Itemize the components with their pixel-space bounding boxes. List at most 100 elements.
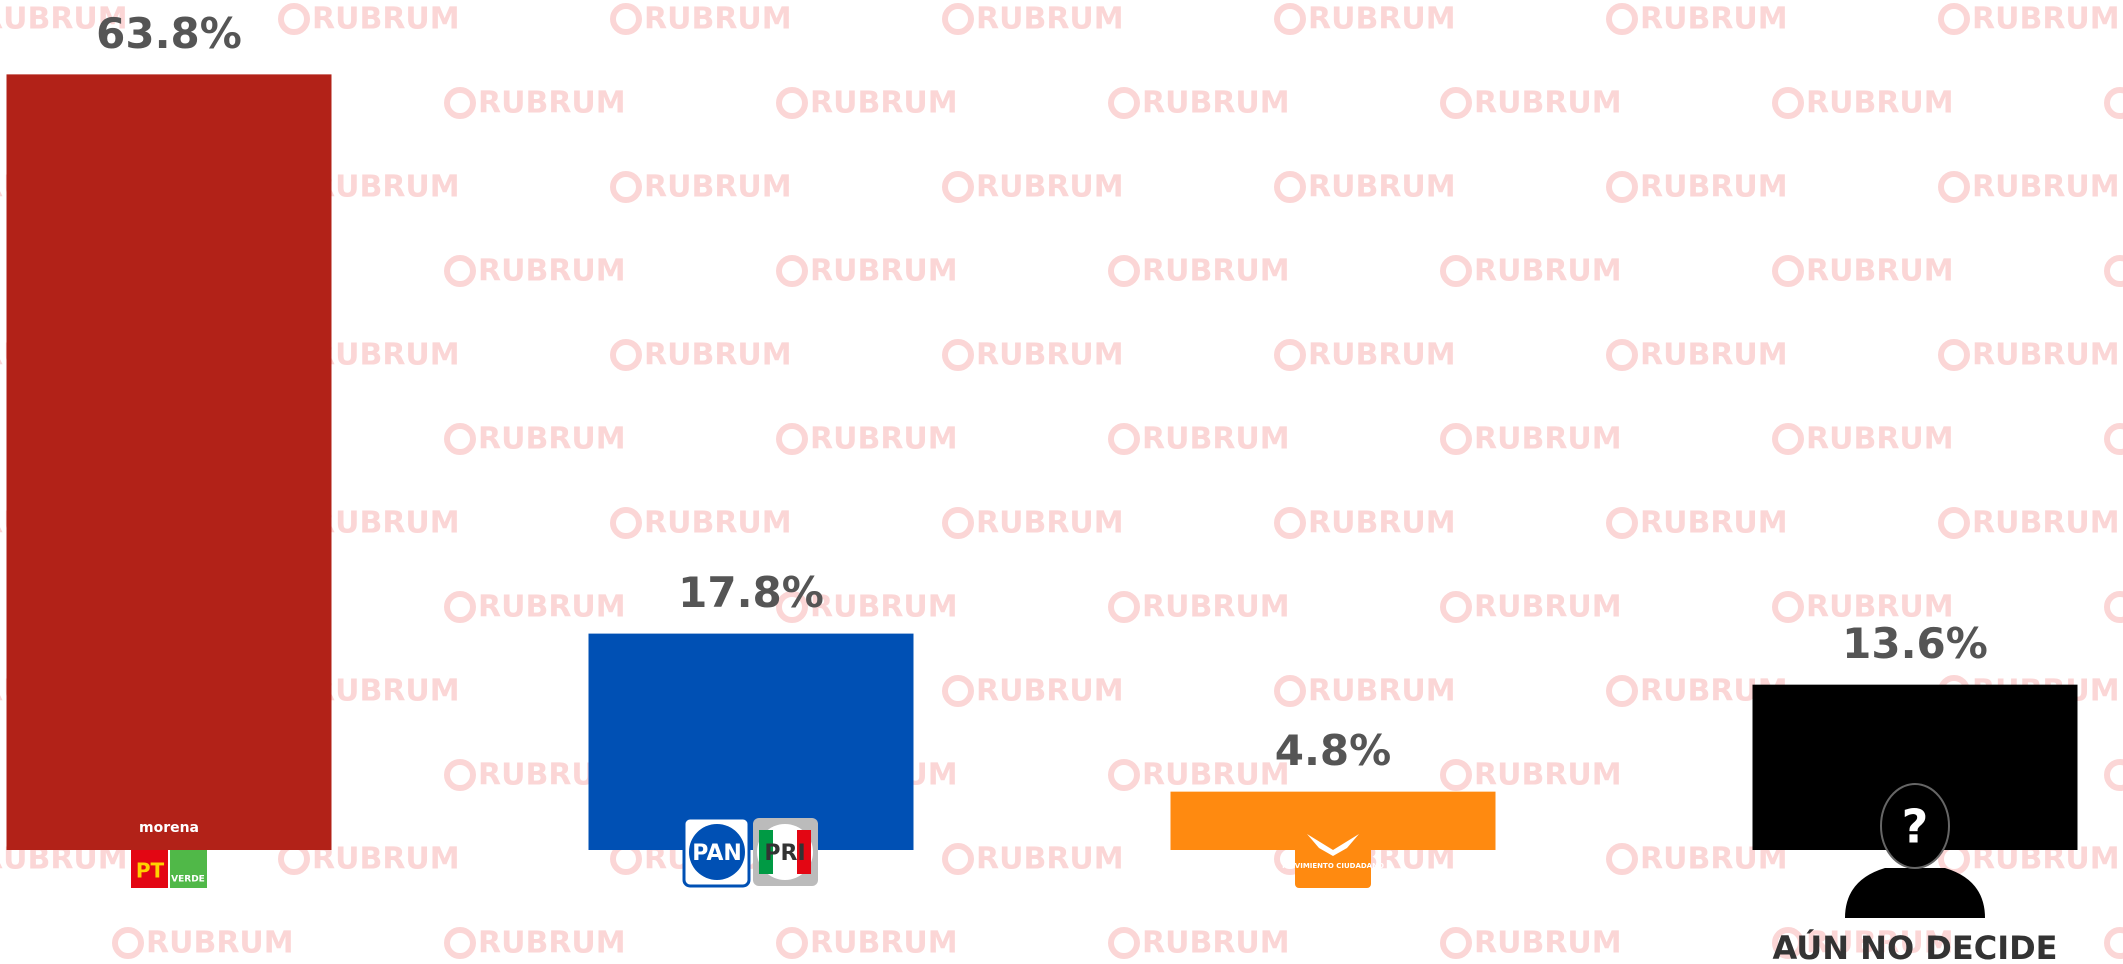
silhouette-head [1880, 783, 1950, 869]
watermark-text: RUBRUM [1142, 590, 1290, 625]
watermark-text: RUBRUM [1640, 506, 1788, 541]
watermark-text: RUBRUM [312, 2, 460, 37]
watermark-icon [444, 759, 476, 791]
logo-text: PT [136, 859, 165, 883]
watermark-icon [1274, 171, 1306, 203]
watermark-text: RUBRUM [1640, 170, 1788, 205]
party-logo: MOVIMIENTO CIUDADANO [1282, 812, 1384, 888]
watermark-icon [1440, 927, 1472, 959]
watermark-icon [610, 507, 642, 539]
watermark-text: RUBRUM [1806, 254, 1954, 289]
watermark-icon [942, 843, 974, 875]
value-label: 13.6% [1842, 619, 1988, 668]
watermark-icon [610, 171, 642, 203]
watermark-icon [1274, 339, 1306, 371]
watermark-icon [2104, 759, 2123, 791]
watermark-text: RUBRUM [1806, 422, 1954, 457]
watermark-text: RUBRUM [146, 926, 294, 961]
watermark-icon [1108, 591, 1140, 623]
watermark-text: RUBRUM [644, 506, 792, 541]
watermark-text: RUBRUM [976, 338, 1124, 373]
watermark-icon [1772, 927, 1804, 959]
logo-text: VERDE [171, 875, 205, 885]
watermark-icon [1108, 759, 1140, 791]
logo-box [170, 850, 207, 888]
watermark-icon [1606, 507, 1638, 539]
watermark-text: RUBRUM [312, 506, 460, 541]
watermark-text: RUBRUM [1806, 590, 1954, 625]
watermark-icon [1440, 423, 1472, 455]
watermark-icon [278, 3, 310, 35]
watermark-icon [1440, 255, 1472, 287]
watermark-text: RUBRUM [312, 170, 460, 205]
watermark-text: RUBRUM [1308, 338, 1456, 373]
watermark-text: RUBRUM [976, 842, 1124, 877]
watermark-text: RUBRUM [1640, 338, 1788, 373]
watermark-icon [942, 339, 974, 371]
watermark-text: RUBRUM [976, 170, 1124, 205]
watermark-icon [942, 675, 974, 707]
watermark-text: RUBRUM [1474, 254, 1622, 289]
watermark-text: RUBRUM [1972, 506, 2120, 541]
watermark-icon [1108, 927, 1140, 959]
watermark-text: RUBRUM [0, 2, 128, 37]
watermark-text: RUBRUM [1640, 2, 1788, 37]
watermark-text: RUBRUM [1142, 254, 1290, 289]
watermark-icon [1772, 87, 1804, 119]
watermark-text: RUBRUM [644, 2, 792, 37]
logo-stripe [759, 830, 773, 874]
watermark-icon [1606, 339, 1638, 371]
watermark-icon [1606, 171, 1638, 203]
logo-text: ? [1902, 800, 1929, 854]
logo-stripe [797, 830, 811, 874]
watermark-icon [1440, 87, 1472, 119]
watermark-text: RUBRUM [312, 338, 460, 373]
watermark-icon [1772, 255, 1804, 287]
watermark-text: RUBRUM [1474, 422, 1622, 457]
watermark-text: RUBRUM [1972, 338, 2120, 373]
watermark-icon [610, 3, 642, 35]
watermark-icon [942, 3, 974, 35]
logo-text: MOVIMIENTO CIUDADANO [1282, 862, 1384, 870]
watermark-text: RUBRUM [976, 2, 1124, 37]
party-logo: PAN PRI [682, 816, 818, 888]
watermark-text: RUBRUM [1806, 926, 1954, 961]
watermark-icon [1440, 759, 1472, 791]
watermark-icon [444, 87, 476, 119]
watermark-text: RUBRUM [478, 86, 626, 121]
watermark-icon [1938, 3, 1970, 35]
watermark-icon [2104, 927, 2123, 959]
logo-text: PAN [692, 841, 742, 866]
watermark-icon [1772, 591, 1804, 623]
watermark-icon [1440, 591, 1472, 623]
category-label: AÚN NO DECIDE [1772, 928, 2057, 964]
watermark-text: RUBRUM [478, 926, 626, 961]
watermark-icon [1108, 423, 1140, 455]
watermark-text: RUBRUM [810, 254, 958, 289]
watermark-text: RUBRUM [810, 926, 958, 961]
undecided-icon: ? [1845, 783, 1985, 918]
logo-text: morena [139, 820, 199, 836]
watermark-text: RUBRUM [1142, 86, 1290, 121]
value-label: 4.8% [1275, 726, 1391, 775]
watermark-icon [2104, 87, 2123, 119]
value-label: 17.8% [678, 568, 824, 617]
watermark-icon [1274, 507, 1306, 539]
watermark-text: RUBRUM [976, 674, 1124, 709]
watermark-text: RUBRUM [1308, 170, 1456, 205]
watermark-text: RUBRUM [810, 86, 958, 121]
watermark-icon [942, 507, 974, 539]
watermark-icon [776, 87, 808, 119]
watermark-icon [444, 255, 476, 287]
watermark-icon [776, 423, 808, 455]
watermark-text: RUBRUM [478, 254, 626, 289]
watermark-text: RUBRUM [1142, 422, 1290, 457]
watermark-text: RUBRUM [1474, 758, 1622, 793]
watermark-icon [2104, 423, 2123, 455]
watermark-icon [776, 591, 808, 623]
watermark-icon [776, 927, 808, 959]
watermark-text: RUBRUM [1806, 86, 1954, 121]
watermark-icon [610, 339, 642, 371]
